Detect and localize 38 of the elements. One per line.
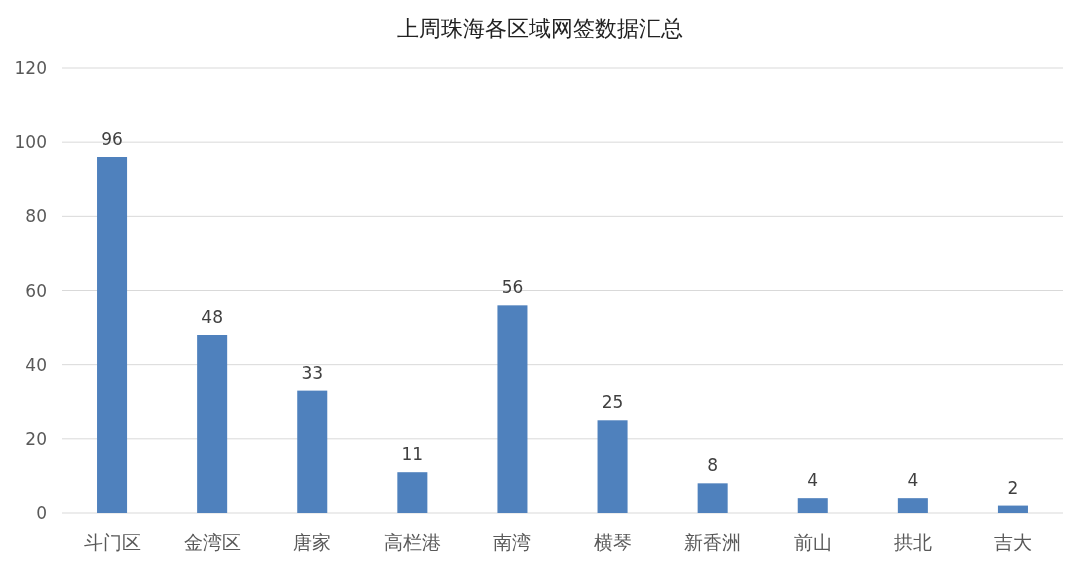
y-tick-label: 60 bbox=[25, 280, 47, 301]
bar bbox=[597, 420, 628, 513]
bar bbox=[297, 390, 328, 513]
x-tick-label: 金湾区 bbox=[183, 531, 241, 553]
data-label: 48 bbox=[201, 307, 223, 327]
bar bbox=[997, 505, 1028, 513]
bar bbox=[97, 157, 128, 513]
data-label: 11 bbox=[401, 444, 424, 465]
y-tick-label: 40 bbox=[25, 354, 47, 375]
y-tick-label: 120 bbox=[14, 58, 47, 78]
data-label: 8 bbox=[707, 455, 719, 476]
data-label: 4 bbox=[807, 470, 819, 491]
x-tick-label: 吉大 bbox=[993, 531, 1032, 553]
data-label: 56 bbox=[501, 277, 524, 298]
x-tick-label: 南湾 bbox=[493, 531, 532, 553]
bar bbox=[897, 498, 928, 513]
bar bbox=[697, 483, 728, 513]
x-tick-label: 拱北 bbox=[893, 531, 932, 553]
x-tick-label: 斗门区 bbox=[83, 531, 141, 553]
bar bbox=[497, 305, 528, 513]
bar bbox=[397, 472, 428, 513]
x-tick-label: 高栏港 bbox=[383, 531, 441, 553]
data-label: 96 bbox=[101, 129, 123, 149]
y-tick-label: 0 bbox=[36, 503, 47, 523]
data-label: 25 bbox=[601, 392, 624, 413]
data-label: 33 bbox=[301, 362, 324, 383]
x-tick-label: 新香洲 bbox=[684, 531, 742, 553]
x-tick-label: 横琴 bbox=[593, 531, 632, 553]
data-label: 2 bbox=[1007, 477, 1019, 498]
y-tick-label: 80 bbox=[25, 206, 47, 227]
y-tick-label: 20 bbox=[25, 428, 47, 449]
x-tick-label: 前山 bbox=[793, 531, 832, 553]
x-tick-label: 唐家 bbox=[293, 531, 332, 553]
y-tick-label: 100 bbox=[14, 132, 47, 153]
bar bbox=[797, 498, 828, 513]
data-label: 4 bbox=[907, 470, 919, 491]
bar bbox=[197, 335, 228, 513]
chart-title: 上周珠海各区域网签数据汇总 bbox=[397, 16, 683, 41]
